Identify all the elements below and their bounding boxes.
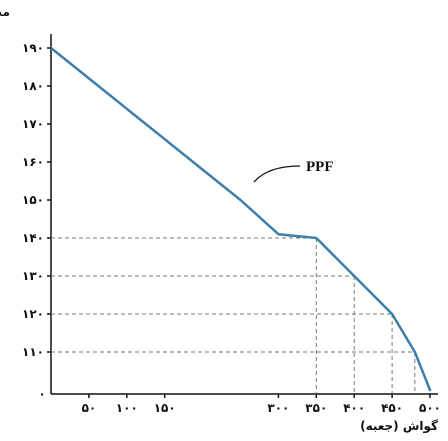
x-tick-label: ۴۵۰ [381, 401, 403, 415]
x-tick-label: ۳۰۰ [267, 401, 289, 415]
x-tick-label: ۴۰۰ [343, 401, 365, 415]
ppf-label-leader [253, 165, 301, 183]
y-tick-label: ۱۵۰ [22, 193, 44, 207]
ppf-curve [49, 46, 432, 392]
y-tick-label: ۱۷۰ [22, 117, 44, 131]
guide-lines [51, 237, 416, 394]
x-tick-label: ۵۰ [82, 401, 97, 415]
y-tick-label: ۱۹۰ [22, 41, 44, 55]
x-axis-ticks: ۵۰ ۱۰۰ ۱۵۰ ۳۰۰ ۳۵۰ ۴۰۰ ۴۵۰ ۵۰۰ [82, 394, 441, 415]
y-axis-label: مدادرنگی (جعبه) [0, 5, 10, 19]
ppf-series-label: PPF [306, 159, 334, 175]
x-axis-label: گواش (جعبه) [360, 419, 438, 434]
x-tick-label: ۳۵۰ [305, 401, 327, 415]
y-tick-label: ۱۲۰ [22, 307, 44, 321]
y-tick-label: ۱۱۰ [22, 345, 44, 359]
x-tick-label: ۱۰۰ [116, 401, 138, 415]
y-tick-label: ۱۳۰ [22, 269, 44, 283]
y-axis-ticks: ۱۱۰ ۱۲۰ ۱۳۰ ۱۴۰ ۱۵۰ ۱۶۰ ۱۷۰ ۱۸۰ ۱۹۰ [22, 41, 51, 359]
y-tick-label: ۱۶۰ [22, 155, 44, 169]
y-tick-label: ۱۴۰ [22, 231, 44, 245]
x-tick-label: ۱۵۰ [154, 401, 176, 415]
y-tick-label: ۱۸۰ [22, 79, 44, 93]
x-tick-label: ۵۰۰ [419, 401, 441, 415]
origin-label: ۰ [38, 387, 45, 401]
